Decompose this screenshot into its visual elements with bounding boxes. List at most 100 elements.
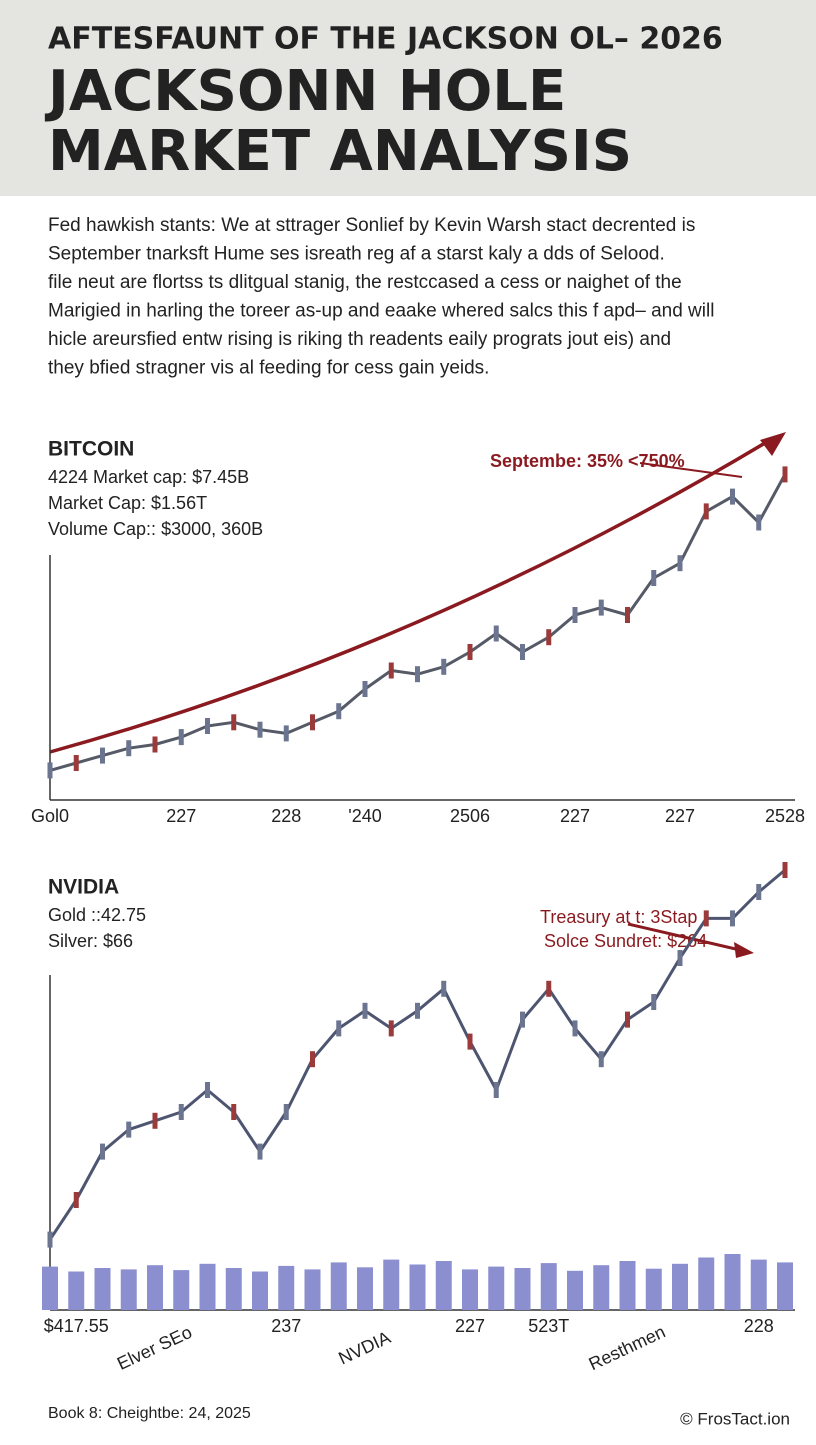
candle (756, 884, 762, 900)
candle (388, 662, 394, 679)
volume-bar (777, 1262, 793, 1310)
candle (493, 625, 499, 642)
volume-bar (147, 1265, 163, 1310)
candle (283, 725, 289, 742)
title: JACKSONN HOLE (44, 59, 566, 124)
candle (572, 1020, 578, 1037)
x-tick-label: 2506 (450, 806, 490, 826)
candle (47, 762, 53, 779)
candle (572, 607, 578, 623)
volume-bar (540, 1263, 557, 1310)
x-tick-label: 227 (166, 806, 196, 826)
volume-bar (698, 1257, 715, 1310)
candle (362, 1002, 368, 1019)
volume-bar (278, 1265, 295, 1310)
x-tick-label: 227 (665, 806, 695, 826)
volume-bar (199, 1263, 216, 1310)
candle (677, 555, 683, 572)
candle (100, 1143, 105, 1160)
candle (178, 729, 184, 746)
candle (415, 1002, 420, 1019)
stat: Gold ::42.75 (48, 905, 146, 925)
candle (205, 1082, 210, 1098)
volume-bar (409, 1264, 426, 1310)
candle (336, 1020, 342, 1037)
volume-bar (225, 1268, 242, 1310)
header-bg (0, 0, 816, 196)
volume-bar (435, 1261, 452, 1310)
candle (47, 1231, 53, 1248)
candle (782, 862, 788, 878)
x-tick-label: NVDIA (335, 1327, 393, 1368)
candle (598, 1051, 604, 1068)
candle (362, 681, 368, 697)
volume-bar (514, 1268, 531, 1310)
volume-bar (42, 1266, 58, 1310)
volume-bar (357, 1267, 373, 1310)
candle (205, 718, 210, 734)
volume-bar (462, 1269, 478, 1310)
stat: Silver: $66 (48, 931, 133, 951)
candle (310, 714, 315, 731)
volume-bar (120, 1269, 137, 1310)
volume-bar (488, 1266, 505, 1310)
body-text: Fed hawkish stants: We at sttrager Sonli… (48, 215, 695, 236)
x-tick-label: 227 (560, 806, 590, 826)
annotation: Solce Sundret: $264 (544, 931, 707, 951)
stat: 4224 Market cap: $7.45B (48, 467, 249, 487)
candle (520, 1011, 525, 1028)
arrow-head (734, 942, 754, 958)
candle (126, 1121, 132, 1138)
candle (257, 721, 263, 738)
candle (73, 755, 79, 771)
candle (441, 658, 447, 675)
candle (625, 1011, 630, 1028)
candle (546, 980, 552, 997)
volume-bar (724, 1254, 741, 1310)
volume-bar (383, 1259, 400, 1310)
volume-bar (645, 1268, 662, 1310)
candle (651, 994, 657, 1010)
candle (152, 1112, 158, 1129)
candle (100, 747, 105, 764)
body-text: they bfied stragner vis al feeding for c… (48, 358, 489, 379)
candle (310, 1051, 315, 1068)
candle (493, 1082, 499, 1098)
kicker: AFTESFAUNT OF THE JACKSON OL– 2026 (48, 22, 723, 57)
candle (677, 950, 683, 966)
candle (782, 466, 788, 483)
volume-bar (94, 1268, 111, 1310)
annotation: Septembe: 35% <750% (490, 451, 685, 471)
x-tick-label: Elver SEo (114, 1322, 195, 1374)
candle (231, 1104, 237, 1120)
stat: Market Cap: $1.56T (48, 493, 207, 513)
chart-title: NVIDIA (48, 876, 119, 899)
candle (178, 1104, 184, 1120)
volume-bar (672, 1263, 688, 1310)
x-tick-label: 523T (528, 1316, 569, 1336)
candle (283, 1104, 289, 1120)
volume-bar (304, 1269, 321, 1310)
footer-right: © FrosTact.ion (680, 1409, 790, 1428)
candle (520, 644, 525, 660)
x-tick-label: '240 (348, 806, 381, 826)
candle (336, 703, 342, 720)
x-tick-label: 227 (455, 1316, 485, 1336)
candle (467, 644, 473, 660)
x-tick-label: $417.55 (44, 1316, 109, 1336)
volume-bar (567, 1270, 583, 1310)
candle (730, 910, 735, 927)
annotation-arrow (627, 922, 741, 952)
body-text: Marigied in harling the toreer as-up and… (48, 301, 714, 322)
body-text: hicle areursfied entw rising is riking t… (48, 329, 671, 350)
x-tick-label: Gol0 (31, 806, 69, 826)
trend-arrow (49, 438, 771, 754)
candle (625, 607, 630, 623)
candle (467, 1033, 473, 1050)
volume-bar (173, 1270, 190, 1310)
volume-bar (593, 1265, 610, 1310)
body-text: September tnarksft Hume ses isreath reg … (48, 244, 665, 265)
candle (388, 1020, 394, 1037)
volume-bar (330, 1262, 347, 1310)
candle (126, 740, 132, 757)
